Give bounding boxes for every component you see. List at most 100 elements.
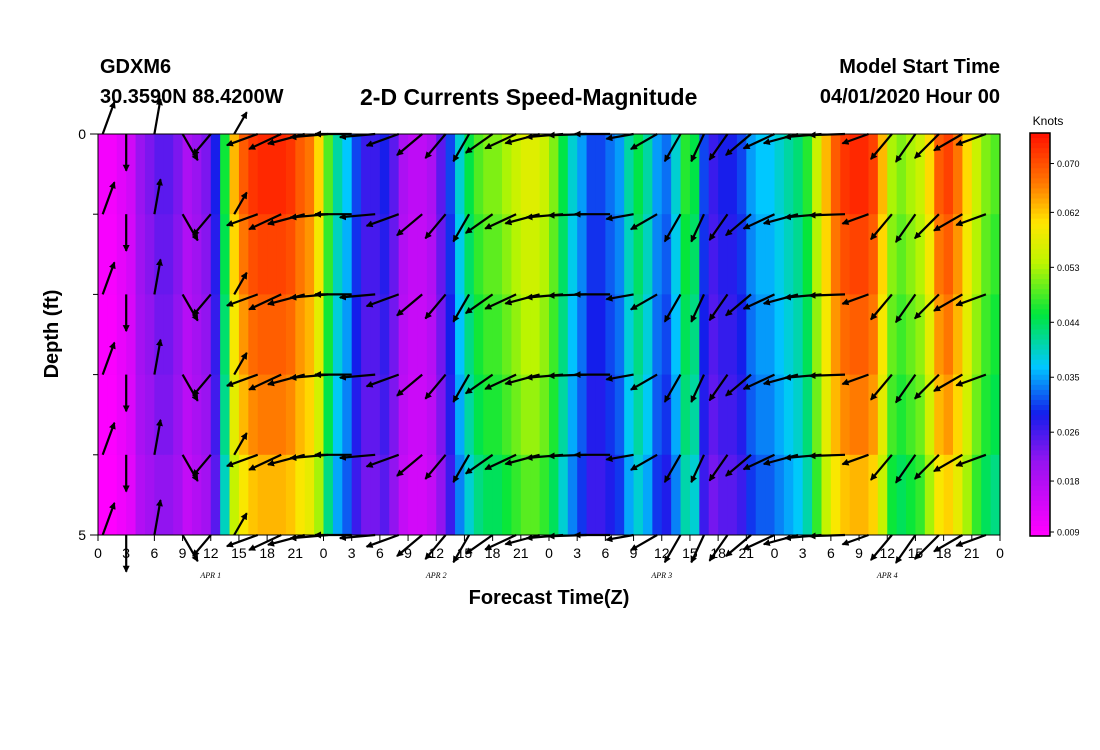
heatmap-cell: [887, 454, 898, 536]
heatmap-cell: [379, 134, 390, 215]
heatmap-cell: [652, 134, 663, 215]
heatmap-cell: [859, 134, 870, 215]
heatmap-cell: [511, 134, 522, 215]
current-vector: [225, 453, 259, 468]
current-vector: [248, 534, 282, 551]
heatmap-cell: [483, 294, 494, 375]
heatmap-cell: [708, 134, 719, 215]
heatmap-cell: [351, 134, 362, 215]
heatmap-cell: [361, 214, 372, 295]
heatmap-cell: [605, 214, 616, 295]
colorbar-tick-label: 0.026: [1057, 428, 1080, 438]
heatmap-cell: [802, 374, 813, 456]
colorbar-tick-label: 0.053: [1057, 263, 1080, 273]
x-tick-label: 0: [996, 545, 1004, 561]
current-vector: [914, 454, 940, 480]
colorbar-segment: [1030, 430, 1050, 436]
heatmap-cell: [464, 134, 475, 215]
current-vector: [484, 534, 517, 551]
heatmap-cell: [699, 214, 710, 295]
heatmap-cell: [98, 134, 108, 215]
current-vector: [742, 534, 775, 551]
heatmap-cell: [502, 134, 513, 215]
heatmap-cell: [868, 294, 879, 375]
heatmap-cell: [116, 454, 127, 536]
current-vector: [708, 534, 729, 562]
heatmap-cell: [624, 374, 635, 456]
heatmap-cell: [323, 374, 334, 456]
current-vector: [841, 213, 869, 225]
heatmap-cell: [436, 454, 447, 536]
heatmap-cell: [699, 374, 710, 456]
current-vector: [630, 133, 658, 151]
colorbar-segment: [1030, 349, 1050, 356]
colorbar-segment: [1030, 263, 1050, 270]
heatmap-cell: [98, 374, 108, 456]
current-vector: [605, 293, 634, 302]
current-vector: [841, 453, 869, 466]
heatmap-cell: [924, 294, 935, 375]
heatmap-cell: [154, 374, 165, 456]
colorbar-segment: [1030, 143, 1050, 149]
current-vector: [452, 374, 471, 403]
current-vector: [870, 133, 893, 160]
heatmap-cell: [943, 294, 954, 375]
current-vector: [630, 453, 658, 471]
colorbar-segment: [1030, 243, 1050, 250]
heatmap-cell: [915, 294, 926, 375]
heatmap-cell: [718, 454, 729, 536]
heatmap-cell: [990, 294, 1001, 375]
current-vector: [933, 133, 963, 152]
heatmap-cell: [755, 454, 766, 536]
current-vector: [870, 293, 893, 321]
colorbar-segment: [1030, 415, 1050, 421]
heatmap-cell: [455, 214, 466, 295]
heatmap-cell: [981, 454, 992, 536]
heatmap-cell: [877, 454, 888, 536]
colorbar-segment: [1030, 440, 1050, 446]
heatmap-cell: [257, 214, 268, 295]
heatmap-cell: [981, 134, 992, 215]
colorbar-segment: [1030, 208, 1050, 215]
current-vector: [452, 534, 471, 564]
heatmap-cell: [840, 294, 851, 375]
heatmap-cell: [906, 214, 917, 295]
heatmap-cell: [887, 374, 898, 456]
heatmap-cell: [154, 214, 165, 295]
current-vector: [630, 373, 658, 391]
heatmap-cell: [567, 454, 578, 536]
heatmap-cell: [361, 134, 372, 215]
colorbar-segment: [1030, 193, 1050, 200]
heatmap-cell: [116, 214, 127, 295]
heatmap-cell: [802, 294, 813, 375]
heatmap-cell: [426, 294, 437, 375]
heatmap-cell: [953, 214, 964, 295]
heatmap-cell: [708, 374, 719, 456]
heatmap-cell: [633, 214, 644, 295]
heatmap-cell: [257, 294, 268, 375]
heatmap-cell: [577, 294, 588, 375]
x-tick-label: 15: [457, 545, 473, 561]
heatmap-cell: [473, 214, 484, 295]
colorbar-segment: [1030, 218, 1050, 225]
current-vector: [742, 453, 775, 471]
current-vector: [101, 421, 116, 456]
heatmap-cell: [379, 374, 390, 456]
current-vector: [725, 453, 752, 477]
heatmap-cell: [924, 214, 935, 295]
heatmap-cell: [934, 294, 945, 375]
heatmap-cell: [154, 454, 165, 536]
heatmap-cell: [267, 374, 278, 456]
colorbar-segment: [1030, 299, 1050, 305]
heatmap-cell: [389, 134, 400, 215]
heatmap-cell: [238, 134, 249, 215]
heatmap-cell: [483, 454, 494, 536]
colorbar-segment: [1030, 173, 1050, 179]
heatmap-cell: [210, 454, 221, 536]
heatmap-cell: [314, 454, 325, 536]
heatmap-cell: [652, 294, 663, 375]
heatmap-cell: [577, 374, 588, 456]
heatmap-cell: [520, 294, 531, 375]
heatmap-cell: [210, 294, 221, 375]
heatmap-cell: [812, 134, 823, 215]
